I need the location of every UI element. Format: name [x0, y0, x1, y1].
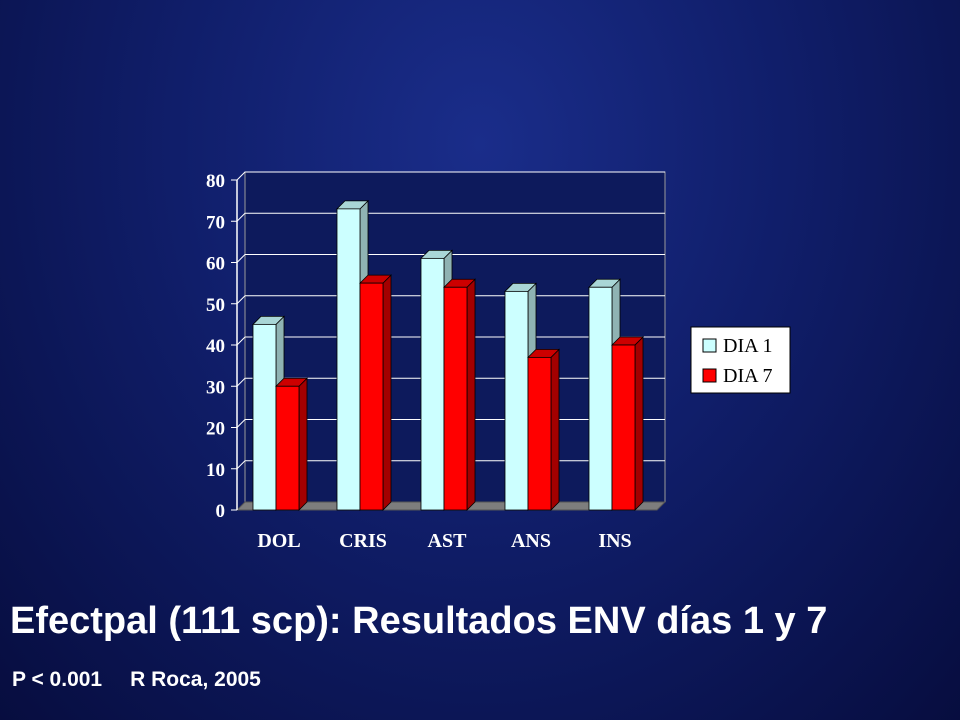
bar-side	[466, 278, 476, 511]
x-category-label: CRIS	[339, 530, 387, 552]
gridline	[236, 212, 665, 222]
subtitle: P < 0.001 R Roca, 2005	[12, 668, 289, 692]
bars	[252, 199, 644, 511]
bar-front	[504, 290, 529, 511]
bar-dia-7-ast	[443, 278, 476, 511]
x-category-label: ANS	[511, 530, 551, 552]
bar-front	[252, 323, 277, 511]
citation: R Roca, 2005	[130, 668, 261, 691]
bar-side	[298, 377, 308, 511]
gridline	[236, 171, 665, 181]
legend: DIA 1 DIA 7	[690, 326, 791, 394]
slide-title: Efectpal (111 scp): Resultados ENV días …	[10, 600, 828, 642]
y-tick-label: 60	[206, 254, 225, 275]
bar-dia-7-dol	[275, 377, 308, 511]
axes	[231, 179, 238, 511]
bar-front	[527, 356, 552, 511]
legend-swatch	[702, 338, 717, 353]
bar-front	[420, 257, 445, 511]
bar-side	[550, 348, 560, 511]
legend-box	[690, 326, 791, 394]
y-tick-labels: 0 10 20 30 40 50 60 70 80	[206, 171, 225, 522]
x-category-labels: DOL CRIS AST ANS INS	[257, 530, 631, 552]
bar-dia-7-ans	[527, 348, 560, 511]
bar-side	[382, 274, 392, 511]
bar-front	[275, 385, 300, 511]
y-tick-label: 80	[206, 171, 225, 192]
bar-front	[611, 344, 636, 511]
bar-front	[359, 282, 384, 511]
y-tick-label: 30	[206, 377, 225, 398]
bar-side	[634, 336, 644, 511]
bar-dia-7-cris	[359, 274, 392, 511]
x-category-label: INS	[598, 530, 631, 552]
y-tick-label: 70	[206, 212, 225, 233]
y-tick-label: 40	[206, 336, 225, 357]
y-tick-label: 20	[206, 419, 225, 440]
y-tick-label: 10	[206, 460, 225, 481]
bar-front	[443, 286, 468, 511]
legend-label: DIA 7	[723, 365, 772, 387]
bar-front	[336, 208, 361, 511]
x-category-label: DOL	[257, 530, 300, 552]
bar-dia-7-ins	[611, 336, 644, 511]
legend-label: DIA 1	[723, 335, 772, 357]
y-tick-label: 50	[206, 295, 225, 316]
gridline	[236, 254, 665, 263]
legend-swatch	[702, 368, 717, 383]
p-value: P < 0.001	[12, 668, 103, 691]
y-tick-label: 0	[216, 501, 226, 522]
bar-front	[588, 286, 613, 511]
x-category-label: AST	[428, 530, 468, 552]
